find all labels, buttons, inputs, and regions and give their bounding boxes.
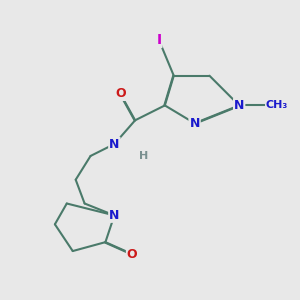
Text: N: N <box>109 209 119 222</box>
Text: H: H <box>140 151 149 161</box>
Text: CH₃: CH₃ <box>266 100 288 110</box>
Text: N: N <box>234 99 244 112</box>
Text: N: N <box>109 138 119 151</box>
Text: O: O <box>115 87 126 100</box>
Text: O: O <box>127 248 137 260</box>
Text: I: I <box>156 33 161 47</box>
Text: N: N <box>189 117 200 130</box>
